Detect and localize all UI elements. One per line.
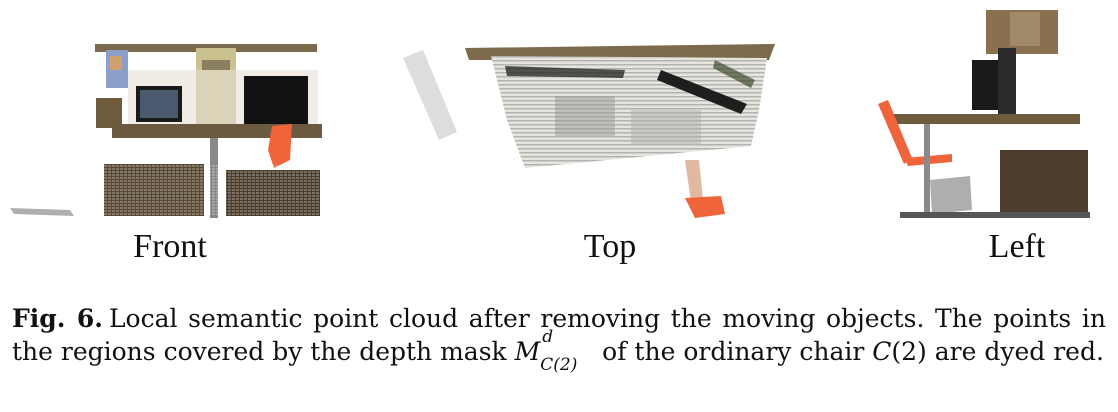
chair-argument: (2) [891, 337, 927, 366]
left-view-panel: Left [860, 0, 1110, 265]
depth-mask-subscript: C(2) [540, 355, 578, 375]
top-view-panel: Top [395, 0, 785, 265]
figure-number: Fig. 6. [12, 304, 103, 333]
depth-mask-superscript: d [542, 327, 554, 347]
left-view-label: Left [988, 228, 1046, 265]
top-view-label: Top [583, 228, 637, 265]
figure-panels: Front [0, 0, 1110, 265]
chair-symbol: C [872, 337, 892, 366]
depth-mask-symbol: M [514, 337, 541, 366]
front-point-cloud [10, 44, 322, 218]
front-view-panel: Front [0, 0, 340, 265]
caption-text-3: are dyed red. [926, 337, 1104, 366]
figure-caption: Fig. 6. Local semantic point cloud after … [12, 302, 1107, 375]
depth-mask-indices: d C(2) [540, 327, 594, 375]
caption-text-1: Local semantic point cloud after removin… [12, 304, 1107, 366]
top-point-cloud [403, 44, 775, 218]
left-point-cloud [878, 10, 1090, 218]
caption-text-2: of the ordinary chair [594, 337, 873, 366]
front-view-label: Front [133, 228, 207, 265]
